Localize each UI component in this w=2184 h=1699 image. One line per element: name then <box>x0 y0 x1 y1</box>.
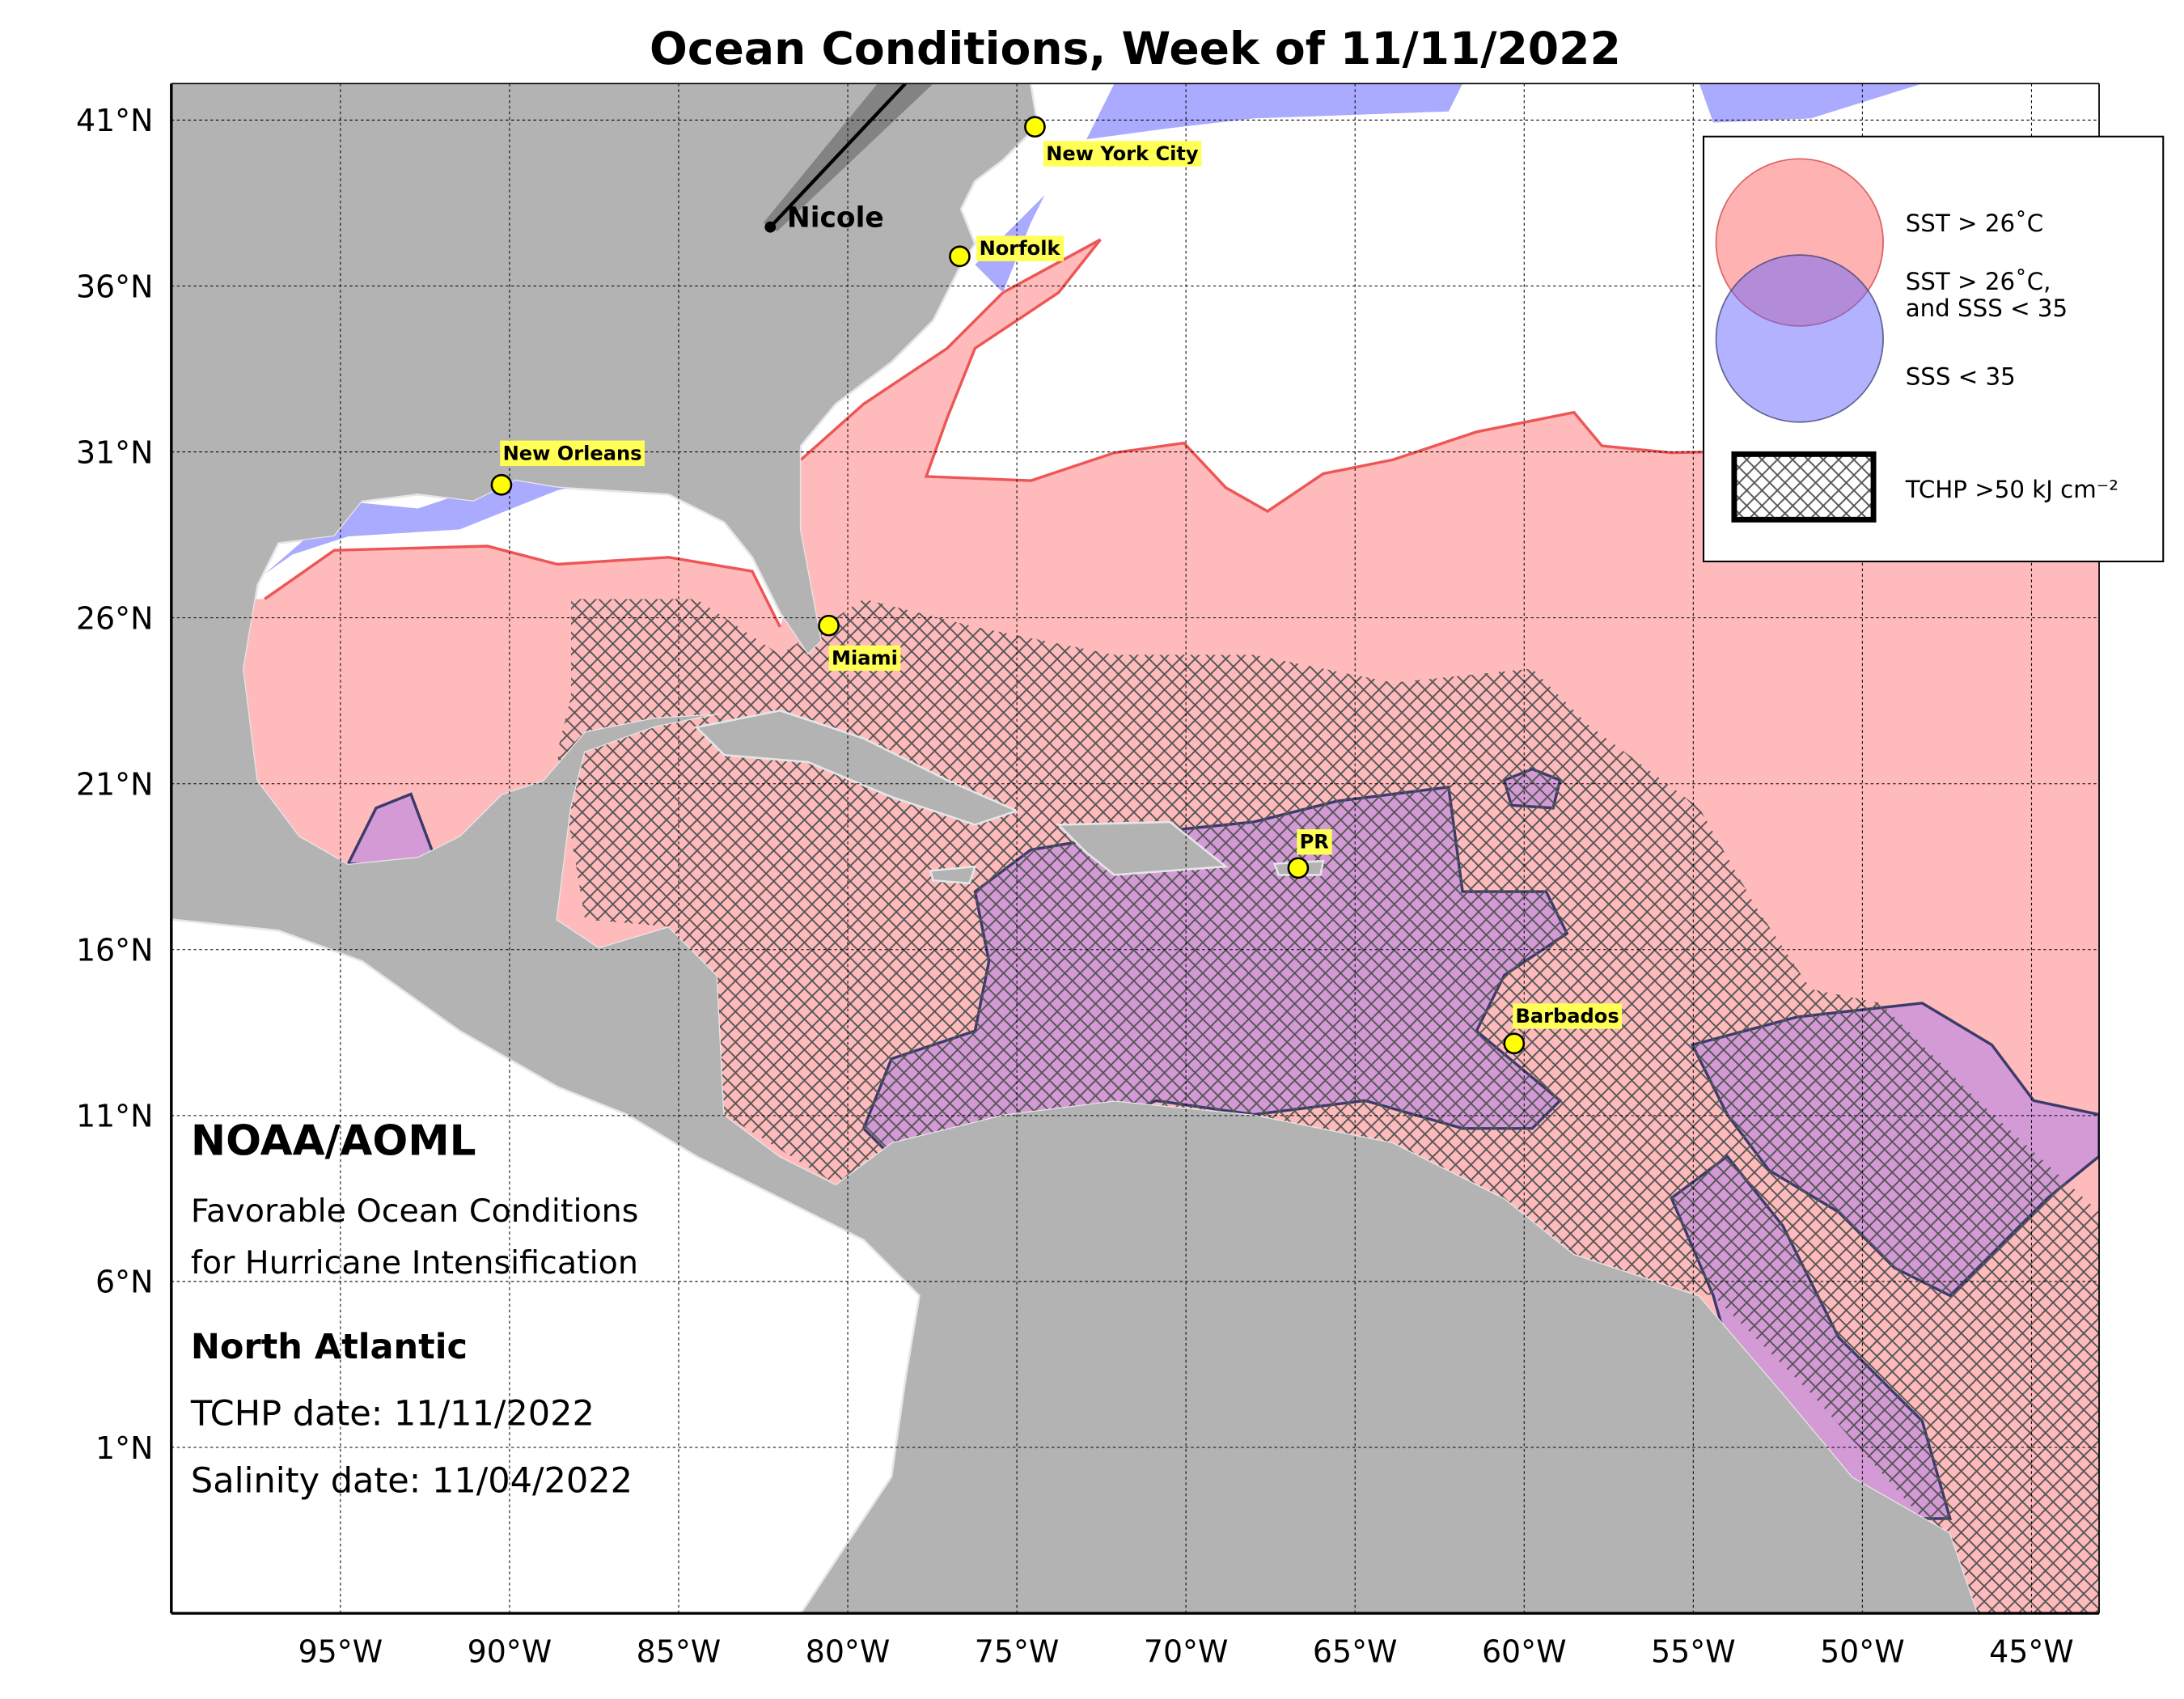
city-label: PR <box>1300 831 1330 854</box>
legend-label: and SSS < 35 <box>1906 294 2068 322</box>
tchp-region <box>557 599 2100 1614</box>
lat-tick-label: 31°N <box>76 434 153 470</box>
lon-tick-label: 65°W <box>1313 1633 1398 1669</box>
storm-cone <box>763 83 933 231</box>
lat-tick-label: 26°N <box>76 600 153 636</box>
lon-tick-label: 95°W <box>298 1633 383 1669</box>
city-label: Norfolk <box>980 237 1061 260</box>
storm-track <box>763 83 933 233</box>
sst-boundary <box>264 544 781 628</box>
lon-tick-label: 85°W <box>637 1633 722 1669</box>
city-label-background <box>828 645 901 672</box>
lon-tick-label: 80°W <box>806 1633 891 1669</box>
region-label: North Atlantic <box>191 1327 468 1367</box>
lon-tick-label: 60°W <box>1482 1633 1567 1669</box>
map-title: Ocean Conditions, Week of 11/11/2022 <box>650 23 1621 74</box>
city-label: Barbados <box>1516 1005 1619 1027</box>
city-marker <box>1287 857 1310 879</box>
jamaica <box>929 865 977 885</box>
legend: SST > 26˚C SST > 26˚C, and SSS < 35 SSS … <box>1702 135 2165 562</box>
city-label: New Orleans <box>503 442 642 464</box>
date-label: Salinity date: 11/04/2022 <box>191 1460 633 1501</box>
city-label-background <box>1513 1003 1623 1029</box>
org-label: NOAA/AOML <box>191 1117 476 1166</box>
legend-label: SST > 26˚C <box>1906 210 2043 237</box>
city-marker <box>818 614 840 637</box>
cities: New York City Norfolk New Orleans Miami … <box>490 116 1623 1055</box>
info-block: NOAA/AOML Favorable Ocean Conditions for… <box>190 1117 638 1502</box>
lat-tick-label: 11°N <box>76 1099 153 1134</box>
legend-label: TCHP >50 kJ cm⁻² <box>1905 476 2118 503</box>
city-label-background <box>1043 141 1202 167</box>
northeast-sss <box>1086 83 1463 140</box>
city-label-background <box>976 235 1064 261</box>
lon-tick-label: 90°W <box>468 1633 552 1669</box>
date-label: TCHP date: 11/11/2022 <box>190 1394 595 1434</box>
lon-tick-label: 50°W <box>1820 1633 1905 1669</box>
city-marker <box>490 473 513 496</box>
lon-tick-label: 75°W <box>975 1633 1060 1669</box>
city-label-background <box>500 440 645 466</box>
map-scene: Ocean Conditions, Week of 11/11/2022 <box>76 23 2165 1669</box>
lat-tick-label: 36°N <box>76 269 153 304</box>
cuba <box>694 709 1020 826</box>
lon-tick-label: 70°W <box>1144 1633 1229 1669</box>
lat-tick-label: 41°N <box>76 103 153 138</box>
city-label-background <box>1297 828 1332 855</box>
city-marker <box>1024 116 1046 138</box>
storm-label: Nicole <box>787 202 884 235</box>
legend-label: SST > 26˚C, <box>1906 268 2051 295</box>
legend-label: SSS < 35 <box>1906 362 2016 390</box>
sst-boundary <box>800 238 2100 513</box>
info-line: for Hurricane Intensification <box>191 1244 638 1282</box>
lon-tick-label: 55°W <box>1651 1633 1736 1669</box>
legend-sss-swatch <box>1715 254 1885 423</box>
lat-tick-label: 6°N <box>95 1265 153 1300</box>
info-line: Favorable Ocean Conditions <box>191 1193 638 1230</box>
city-label: New York City <box>1046 142 1199 165</box>
city-label: Miami <box>832 646 898 669</box>
northeast-sss <box>1699 83 1923 123</box>
lat-tick-label: 21°N <box>76 766 153 802</box>
lat-tick-label: 1°N <box>95 1430 153 1466</box>
lon-tick-label: 45°W <box>1989 1633 2074 1669</box>
islands <box>694 709 1325 885</box>
legend-tchp-swatch <box>1731 451 1877 523</box>
lat-tick-label: 16°N <box>76 933 153 968</box>
hispaniola <box>1056 820 1229 876</box>
city-marker <box>949 245 971 268</box>
pacific-ocean <box>171 918 921 1614</box>
city-marker <box>1503 1032 1526 1055</box>
storm-position <box>764 221 777 233</box>
graticule: 41°N 36°N 31°N 26°N 21°N 16°N 11°N 6°N 1°N 95°W 90… <box>76 83 2100 1669</box>
storm-track-line <box>768 83 907 229</box>
